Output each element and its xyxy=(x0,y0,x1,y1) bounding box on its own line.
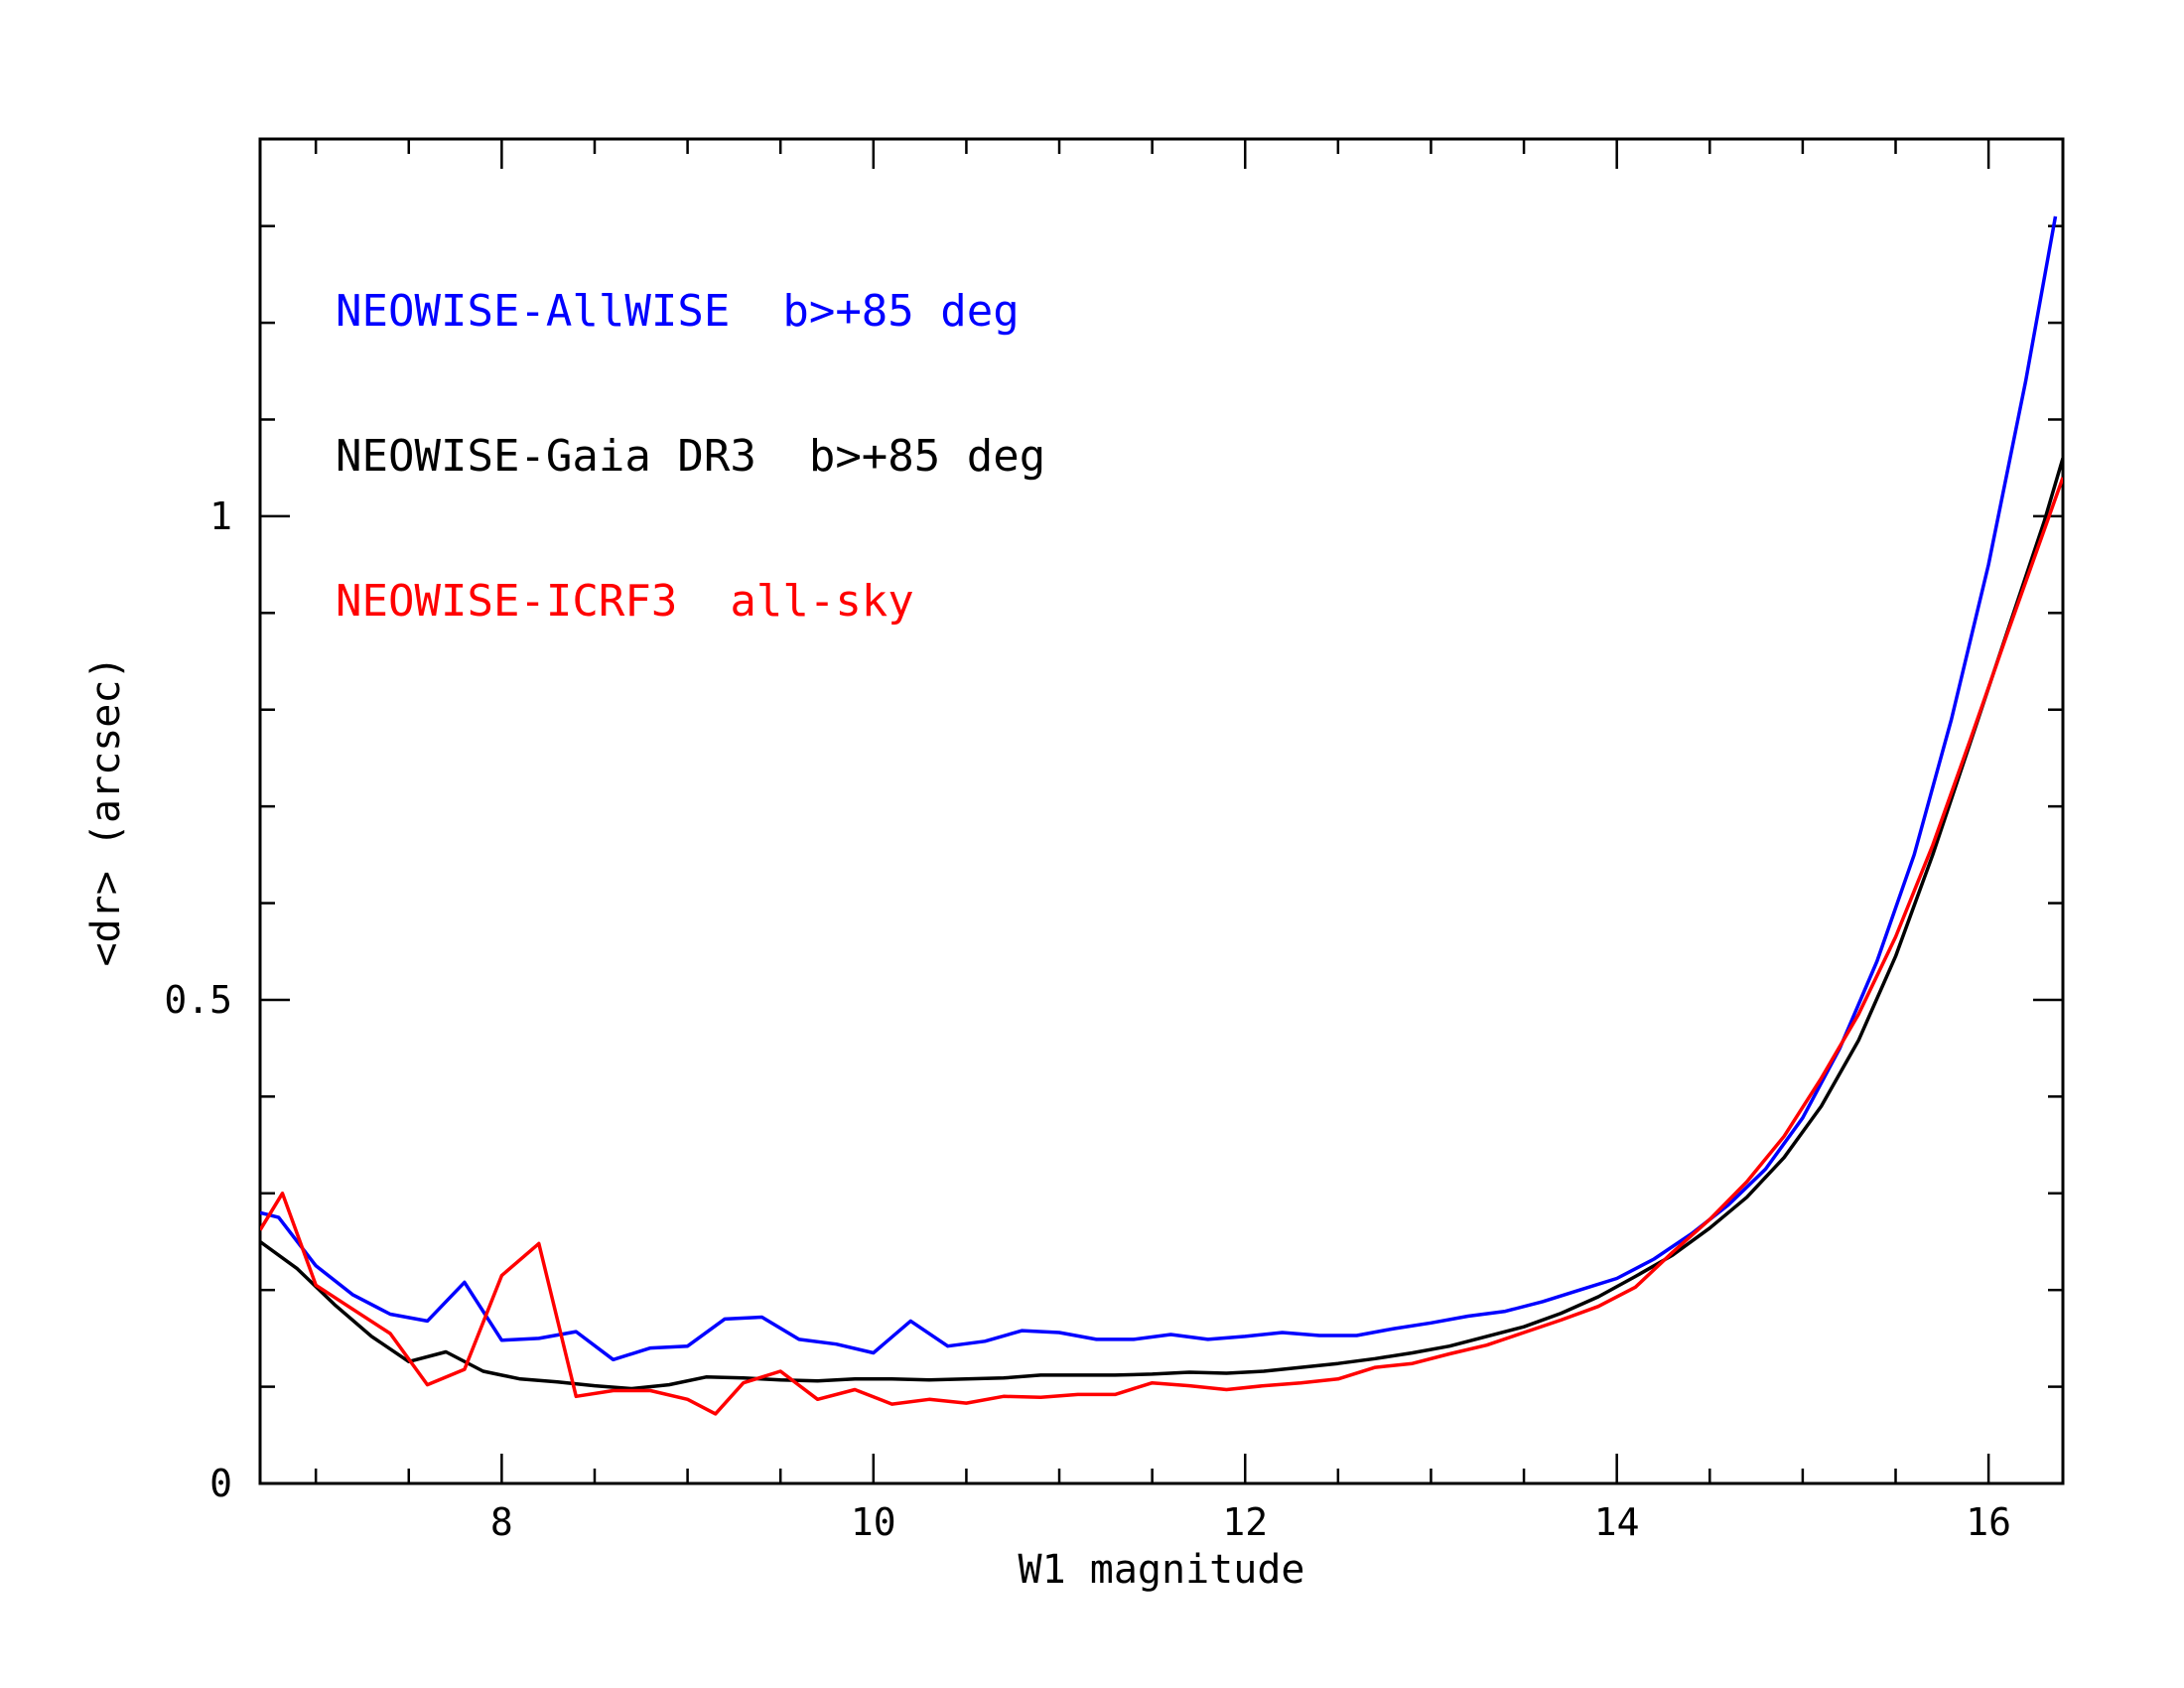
x-axis-label: W1 magnitude xyxy=(1019,1547,1305,1593)
series-line-neowise-allwise xyxy=(260,215,2058,1362)
legend-neowise-gaia-dr3: NEOWISE-Gaia DR3 b>+85 deg xyxy=(336,431,1045,482)
series-line-neowise-icrf3 xyxy=(260,477,2063,1416)
y-tick-label: 0.5 xyxy=(164,978,232,1022)
x-tick-labels: 8 10 12 14 16 xyxy=(490,1500,2011,1544)
axis-ticks xyxy=(260,139,2063,1485)
data-series xyxy=(260,215,2063,1416)
x-tick-label: 10 xyxy=(851,1500,896,1544)
legend-neowise-allwise: NEOWISE-AllWISE b>+85 deg xyxy=(336,286,1020,337)
y-axis-label: <dr> (arcsec) xyxy=(83,655,129,966)
y-tick-label: 0 xyxy=(209,1462,232,1505)
x-tick-label: 8 xyxy=(490,1500,513,1544)
x-tick-label: 14 xyxy=(1594,1500,1640,1544)
y-tick-label: 1 xyxy=(209,494,232,538)
x-tick-label: 12 xyxy=(1222,1500,1268,1544)
y-tick-labels: 00.51 xyxy=(164,494,232,1505)
series-line-neowise-gaia-dr3 xyxy=(260,458,2063,1391)
x-tick-label: 16 xyxy=(1966,1500,2011,1544)
plot-frame xyxy=(258,137,2065,1485)
legend-neowise-icrf3: NEOWISE-ICRF3 all-sky xyxy=(336,576,914,627)
